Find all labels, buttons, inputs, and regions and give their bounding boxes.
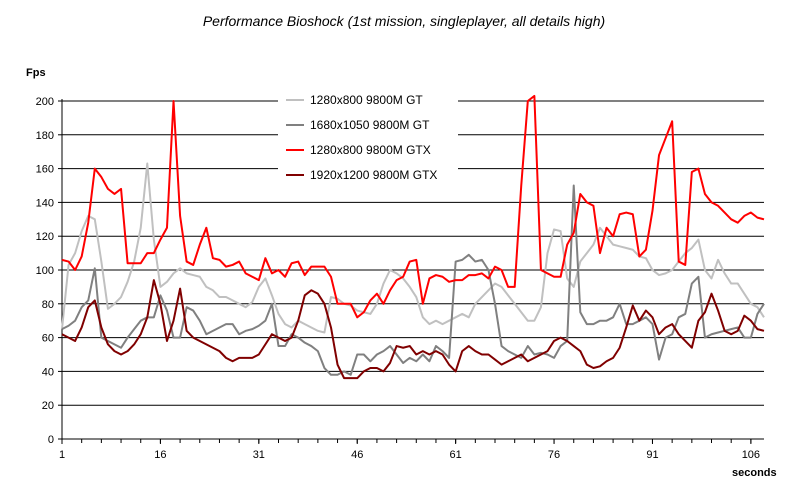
x-tick-label-61: 61	[450, 449, 462, 461]
legend: 1280x800 9800M GT 1680x1050 9800M GT 1280x…	[278, 88, 458, 190]
y-tick-label-200: 200	[36, 96, 54, 108]
x-axis-label: seconds	[732, 467, 777, 479]
x-tick-label-91: 91	[646, 449, 658, 461]
x-tick-label-46: 46	[351, 449, 363, 461]
x-tick-label-1: 1	[59, 449, 65, 461]
chart-title: Performance Bioshock (1st mission, singl…	[203, 13, 605, 29]
y-tick-label-160: 160	[36, 164, 54, 176]
y-tick-label-120: 120	[36, 231, 54, 243]
x-tick-label-76: 76	[548, 449, 560, 461]
x-tick-label-16: 16	[154, 449, 166, 461]
x-tick-label-106: 106	[742, 449, 760, 461]
legend-box	[278, 88, 458, 190]
legend-label-2: 1680x1050 9800M GT	[310, 118, 430, 132]
legend-label-3: 1280x800 9800M GTX	[310, 143, 431, 157]
series-lines	[61, 94, 765, 380]
x-tick-label-31: 31	[253, 449, 265, 461]
y-tick-label-60: 60	[42, 333, 54, 345]
y-tick-label-40: 40	[42, 366, 54, 378]
series-line-3	[61, 94, 765, 319]
y-tick-label-0: 0	[48, 434, 54, 446]
series-line-4	[61, 279, 765, 380]
legend-label-4: 1920x1200 9800M GTX	[310, 168, 437, 182]
series-line-1	[61, 162, 765, 334]
y-tick-label-180: 180	[36, 130, 54, 142]
y-tick-label-20: 20	[42, 400, 54, 412]
legend-label-1: 1280x800 9800M GT	[310, 93, 423, 107]
axes: 0 20 40 60 80 100 120 140 160 180 200 1 16 31 46 61 76 91…	[36, 96, 764, 461]
y-tick-label-80: 80	[42, 299, 54, 311]
series-line-2	[61, 184, 765, 376]
y-axis-label: Fps	[26, 67, 46, 79]
y-tick-label-140: 140	[36, 197, 54, 209]
y-tick-label-100: 100	[36, 265, 54, 277]
